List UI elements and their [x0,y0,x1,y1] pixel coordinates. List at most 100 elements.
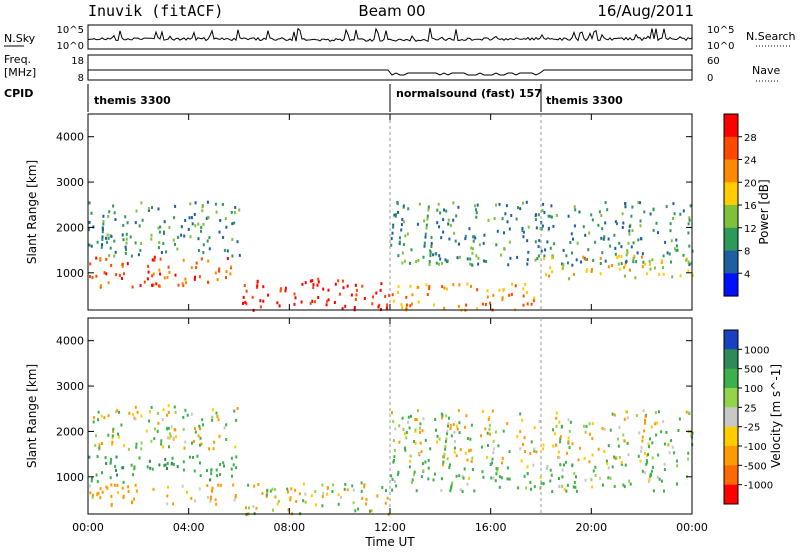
data-cell [432,253,435,257]
data-cell [173,428,176,431]
data-cell [396,472,399,476]
data-cell [261,491,264,495]
data-cell [150,405,153,409]
data-cell [567,214,570,218]
data-cell [526,291,528,294]
data-cell [621,212,624,216]
data-cell [575,475,577,479]
data-cell [640,255,643,259]
data-cell [193,439,195,443]
data-cell [422,469,425,473]
data-cell [458,242,460,246]
data-cell [443,452,446,456]
data-cell [107,414,110,418]
data-cell [92,420,95,424]
data-cell [111,440,114,444]
data-cell [661,259,663,263]
data-cell [458,421,461,425]
data-cell [186,490,188,494]
data-cell [169,434,172,438]
data-cell [591,218,594,222]
data-cell [495,203,497,207]
data-cell [111,436,114,440]
data-cell [188,455,191,459]
data-cell [475,211,478,215]
data-cell [106,486,109,490]
data-cell [443,306,446,310]
data-cell [459,488,462,492]
data-cell [598,210,601,214]
data-cell [472,239,475,243]
data-cell [451,481,454,485]
data-cell [523,436,526,440]
data-cell [438,262,440,266]
data-cell [88,455,91,459]
data-cell [272,508,274,512]
nave-tick-bottom: 0 [707,73,713,84]
data-cell [115,468,117,472]
data-cell [290,487,293,491]
data-cell [200,442,203,446]
data-cell [665,430,668,434]
data-cell [607,265,610,269]
data-cell [161,418,164,421]
data-cell [644,421,647,425]
data-cell [312,286,315,290]
data-cell [365,502,367,506]
data-cell [588,231,591,235]
data-cell [603,235,606,239]
data-cell [110,457,113,461]
data-cell [163,276,166,280]
data-cell [342,279,344,283]
data-cell [564,460,567,464]
data-cell [404,448,407,452]
data-cell [177,283,180,287]
data-cell [97,418,99,422]
data-cell [386,496,389,500]
data-cell [449,489,452,493]
data-cell [459,448,462,452]
data-cell [162,242,165,246]
y-tick-label: 3000 [56,380,84,393]
data-cell [380,282,383,286]
data-cell [617,262,620,266]
data-cell [572,485,575,489]
data-cell [516,255,519,259]
data-cell [572,237,574,241]
data-cell [152,487,155,491]
data-cell [360,481,363,485]
data-cell [572,272,575,276]
data-cell [522,287,525,291]
data-cell [601,251,604,255]
data-cell [685,258,688,262]
data-cell [198,424,201,428]
data-cell [682,253,685,257]
data-cell [551,490,554,494]
data-cell [529,452,532,455]
data-cell [154,427,156,431]
data-cell [211,415,214,419]
data-cell [368,509,371,513]
data-cell [492,447,495,451]
data-cell [542,482,545,486]
data-cell [337,502,340,506]
data-cell [522,230,525,234]
data-cell [311,299,314,303]
data-cell [643,210,646,214]
data-cell [202,243,205,247]
data-cell [148,410,151,414]
data-cell [637,201,640,204]
data-cell [231,474,233,478]
data-cell [124,245,127,249]
data-cell [361,496,364,500]
data-cell [361,284,364,288]
colorbar-swatch [724,407,738,428]
data-cell [537,213,540,217]
data-cell [233,498,236,502]
data-cell [216,474,219,478]
data-cell [497,444,500,448]
x-tick-label: 12:00 [374,521,406,534]
data-cell [375,291,378,295]
data-cell [665,205,668,209]
data-cell [151,467,154,471]
